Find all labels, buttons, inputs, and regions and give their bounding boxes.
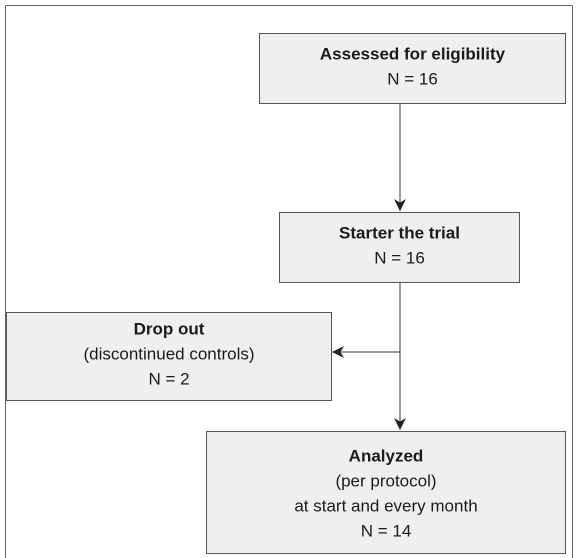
node-box bbox=[6, 312, 332, 401]
node-text: N = 16 bbox=[387, 69, 438, 88]
node-text: N = 2 bbox=[148, 369, 189, 388]
node-title: Starter the trial bbox=[339, 223, 460, 242]
node-text: N = 16 bbox=[374, 248, 425, 267]
node-text: at start and every month bbox=[294, 496, 477, 515]
node-title: Assessed for eligibility bbox=[320, 44, 506, 63]
node-text: (discontinued controls) bbox=[83, 344, 254, 363]
node-box bbox=[259, 33, 566, 104]
node-box bbox=[279, 212, 520, 283]
node-title: Drop out bbox=[134, 319, 205, 338]
node-text: (per protocol) bbox=[335, 471, 436, 490]
boxes: Assessed for eligibility N = 16 Starter th… bbox=[6, 33, 566, 554]
node-title: Analyzed bbox=[349, 446, 424, 465]
node-box bbox=[206, 431, 566, 554]
node-text: N = 14 bbox=[361, 521, 412, 540]
